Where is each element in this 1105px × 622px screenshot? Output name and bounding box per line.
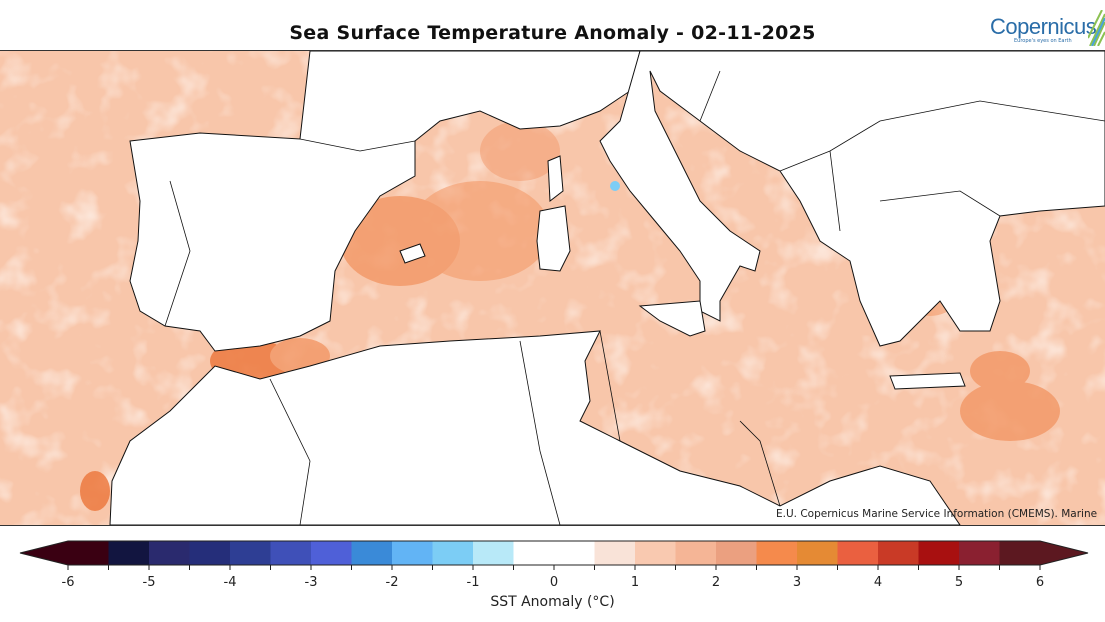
colorbar-bin xyxy=(878,541,919,565)
map-title: Sea Surface Temperature Anomaly - 02-11-… xyxy=(289,22,816,44)
cold-anomaly-spot xyxy=(610,181,620,191)
sicily-island xyxy=(638,300,706,337)
copernicus-logo: Copernicus Europe's eyes on Earth xyxy=(988,8,1105,48)
colorbar-tick-label: -1 xyxy=(466,575,480,590)
colorbar-bin xyxy=(149,541,190,565)
colorbar-tick-label: -2 xyxy=(385,575,399,590)
colorbar-bin xyxy=(675,541,717,565)
colorbar-bin xyxy=(311,541,352,565)
colorbar-bin xyxy=(68,541,109,565)
colorbar-bin xyxy=(270,541,312,565)
logo-tagline: Europe's eyes on Earth xyxy=(1014,38,1072,44)
corsica-island xyxy=(547,155,564,202)
logo-stripes-icon xyxy=(1088,10,1105,46)
colorbar-bin xyxy=(918,541,960,565)
colorbar-tick-label: 0 xyxy=(549,575,559,590)
colorbar-extend-high xyxy=(1040,541,1088,565)
colorbar-tick-label: -4 xyxy=(223,575,237,590)
colorbar-tick-label: -6 xyxy=(61,575,75,590)
sardinia-island xyxy=(536,205,571,272)
colorbar-bin xyxy=(635,541,676,565)
colorbar-bin xyxy=(513,541,595,565)
colorbar-tick-label: -3 xyxy=(304,575,318,590)
colorbar-extend-low xyxy=(20,541,68,565)
borders xyxy=(164,70,1105,525)
data-credit: E.U. Copernicus Marine Service Informati… xyxy=(776,508,1098,520)
colorbar-bin xyxy=(999,541,1041,565)
colorbar-tick-label: -5 xyxy=(142,575,156,590)
colorbar-bin xyxy=(797,541,838,565)
colorbar-bin xyxy=(959,541,1000,565)
colorbar-tick-label: 5 xyxy=(954,575,964,590)
colorbar-tick-label: 4 xyxy=(873,575,883,590)
colorbar-bin xyxy=(392,541,433,565)
colorbar-tick-label: 1 xyxy=(630,575,640,590)
colorbar-tick-label: 2 xyxy=(711,575,721,590)
italy-balkans-turkey-land xyxy=(599,51,1105,347)
colorbar-bin xyxy=(189,541,231,565)
colorbar-tick-label: 3 xyxy=(792,575,802,590)
colorbar-tick-label: 6 xyxy=(1035,575,1045,590)
balearic-island xyxy=(399,243,426,264)
colorbar-bin xyxy=(230,541,271,565)
colorbar-bin xyxy=(108,541,150,565)
colorbar-bin xyxy=(594,541,636,565)
colorbar-label: SST Anomaly (°C) xyxy=(490,594,615,610)
colorbar-bin xyxy=(473,541,514,565)
crete-island xyxy=(889,372,966,390)
colorbar-bin xyxy=(837,541,879,565)
land xyxy=(109,51,1105,525)
colorbar-bin xyxy=(432,541,474,565)
sst-anomaly-map xyxy=(0,50,1105,526)
north-africa-land xyxy=(109,330,961,525)
colorbar xyxy=(19,540,1089,570)
colorbar-bin xyxy=(756,541,798,565)
colorbar-bin xyxy=(716,541,757,565)
colorbar-bin xyxy=(351,541,393,565)
logo-text: Copernicus xyxy=(990,14,1097,39)
